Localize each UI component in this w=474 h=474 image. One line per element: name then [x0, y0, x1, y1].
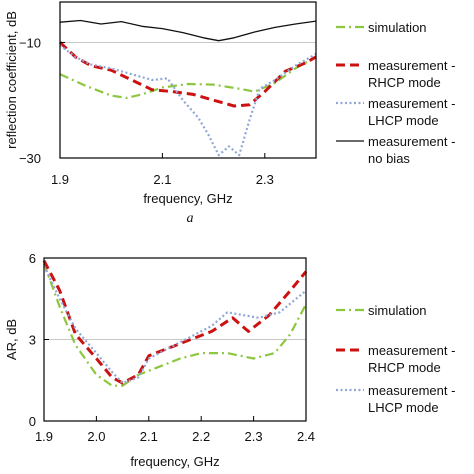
x-axis-label: frequency, GHz	[143, 191, 232, 206]
x-tick-label: 2.0	[87, 429, 105, 444]
y-tick-label: 6	[29, 251, 36, 266]
series-group	[42, 260, 308, 387]
series-line-measurement-lhcp-mode	[59, 44, 317, 157]
series-line-measurement-lhcp-mode	[43, 265, 307, 385]
y-tick-label: −30	[19, 151, 41, 166]
legend-label-simulation: simulation	[368, 303, 427, 318]
x-tick-label: 1.9	[35, 429, 53, 444]
series-line-measurement-rhcp-mode	[42, 260, 308, 385]
x-axis-label: frequency, GHz	[130, 454, 219, 469]
y-tick-label: 3	[29, 333, 36, 348]
legend-label-measurement-lhcp-mode: measurement -LHCP mode	[368, 96, 455, 128]
legend-label-simulation: simulation	[368, 20, 427, 35]
x-tick-label: 2.1	[140, 429, 158, 444]
series-group	[58, 19, 317, 157]
y-axis-label: reflection coefficient, dB	[4, 11, 19, 149]
x-tick-label: 2.4	[297, 429, 315, 444]
plot-frame	[59, 1, 317, 159]
y-tick-label: 0	[29, 414, 36, 429]
x-tick-label: 2.3	[245, 429, 263, 444]
legend: simulation measurement -RHCP mode measurem…	[336, 303, 455, 415]
x-tick-label: 1.9	[51, 172, 69, 187]
series-line-measurement-rhcp-mode	[58, 41, 317, 108]
series-line-simulation	[59, 55, 317, 100]
legend-label-measurement-rhcp-mode: measurement -RHCP mode	[368, 58, 455, 90]
x-tick-label: 2.3	[256, 172, 274, 187]
x-tick-label: 2.1	[153, 172, 171, 187]
axial-ratio-chart: 1.9 2.0 2.1 2.2 2.3 2.4 0 3 6 AR, dB frequency, …	[4, 251, 455, 469]
series-line-simulation	[42, 263, 307, 387]
tick-group: 1.9 2.1 2.3 −10 −30	[19, 35, 274, 187]
x-tick-label: 2.2	[192, 429, 210, 444]
legend-label-measurement-rhcp-mode: measurement -RHCP mode	[368, 343, 455, 375]
y-axis-label: AR, dB	[4, 319, 19, 360]
reflection-coefficient-chart: 1.9 2.1 2.3 −10 −30 reflection coefficient, …	[4, 1, 455, 226]
legend-label-measurement-lhcp-mode: measurement -LHCP mode	[368, 383, 455, 415]
y-tick-label: −10	[19, 35, 41, 50]
panel-label: a	[187, 211, 194, 226]
tick-group: 1.9 2.0 2.1 2.2 2.3 2.4 0 3 6	[29, 251, 315, 444]
legend: simulation measurement -RHCP mode measurem…	[336, 20, 455, 166]
legend-label-measurement-no-bias: measurement -no bias	[368, 134, 455, 166]
series-line-measurement-no-bias	[59, 19, 317, 42]
